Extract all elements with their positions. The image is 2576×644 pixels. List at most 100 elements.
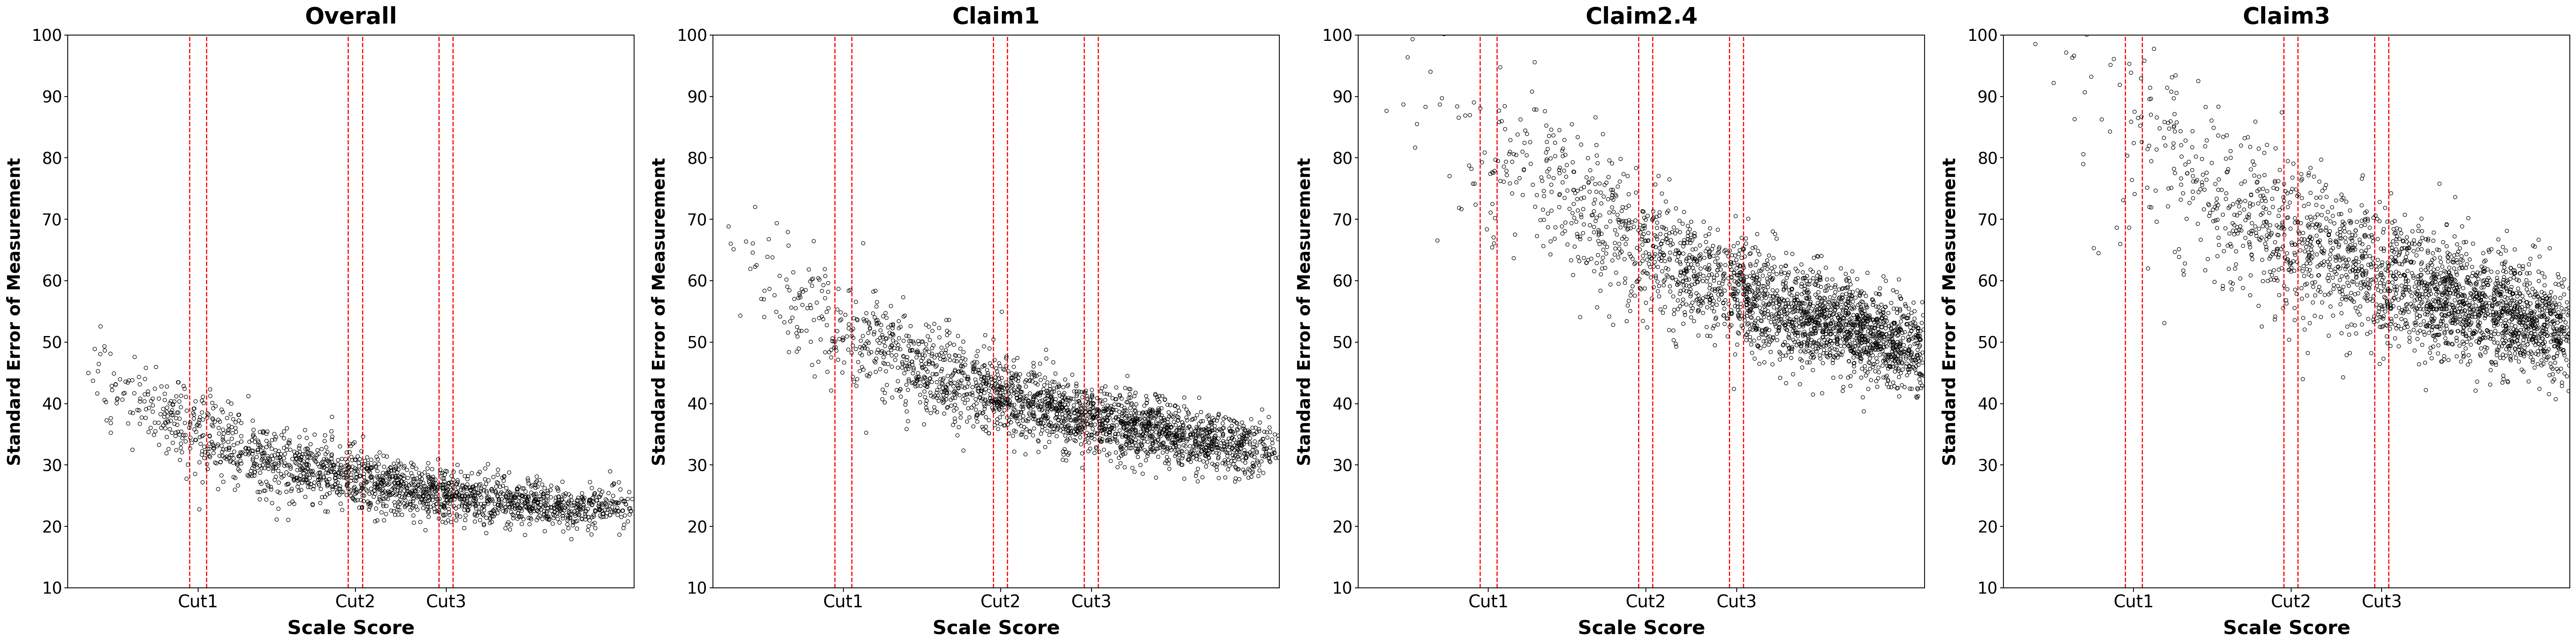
Point <box>1100 393 1141 404</box>
Point <box>1832 343 1873 354</box>
Point <box>1605 273 1646 283</box>
Point <box>518 497 559 507</box>
Point <box>1064 437 1105 447</box>
Point <box>1177 448 1218 458</box>
Point <box>1077 411 1118 421</box>
Point <box>1690 251 1731 261</box>
Point <box>1757 294 1798 305</box>
Point <box>1589 279 1631 290</box>
Point <box>2354 261 2396 271</box>
Point <box>121 412 162 422</box>
Point <box>2244 217 2285 227</box>
Point <box>2468 247 2509 257</box>
Point <box>2293 248 2334 258</box>
Point <box>1033 424 1074 434</box>
Point <box>2267 298 2308 308</box>
Point <box>1489 149 1530 159</box>
Point <box>2349 223 2391 233</box>
Point <box>358 494 399 504</box>
Point <box>2231 229 2272 239</box>
Point <box>896 352 938 363</box>
Point <box>317 477 358 488</box>
Point <box>1030 421 1072 431</box>
Point <box>1123 424 1164 435</box>
Point <box>585 505 626 515</box>
Point <box>2437 326 2478 336</box>
Point <box>1540 222 1582 232</box>
Point <box>2427 287 2468 298</box>
Point <box>987 386 1028 397</box>
Point <box>209 428 250 438</box>
Point <box>456 488 497 498</box>
Point <box>2506 298 2548 308</box>
Point <box>1741 294 1783 304</box>
Point <box>425 509 466 520</box>
Point <box>814 343 855 353</box>
Point <box>2231 290 2272 301</box>
Point <box>252 462 294 472</box>
Point <box>2465 298 2506 308</box>
Point <box>250 484 291 495</box>
Point <box>2416 322 2458 332</box>
Point <box>440 485 482 495</box>
Point <box>940 408 981 419</box>
Point <box>1234 460 1275 471</box>
Point <box>1767 319 1808 329</box>
Point <box>2437 279 2478 290</box>
Point <box>1535 151 1577 162</box>
Point <box>507 503 549 513</box>
Point <box>1716 263 1757 274</box>
Point <box>425 503 466 513</box>
Point <box>974 404 1015 415</box>
Point <box>1105 405 1146 415</box>
Point <box>2442 316 2483 327</box>
Point <box>178 415 219 425</box>
Point <box>979 404 1020 415</box>
Point <box>2450 254 2491 265</box>
Point <box>1247 451 1288 461</box>
Point <box>1108 424 1149 435</box>
Point <box>1643 280 1685 290</box>
Point <box>289 477 330 488</box>
Point <box>2537 326 2576 336</box>
Point <box>1868 376 1909 386</box>
Point <box>1674 316 1716 327</box>
Point <box>2192 205 2233 215</box>
Point <box>1108 415 1149 425</box>
Point <box>1100 444 1141 455</box>
Point <box>896 372 938 383</box>
Point <box>438 475 479 486</box>
Point <box>368 488 410 498</box>
Point <box>2419 324 2460 334</box>
Point <box>1847 384 1888 394</box>
Point <box>440 494 482 504</box>
Point <box>1216 462 1257 472</box>
Point <box>1698 265 1739 275</box>
Point <box>1734 289 1775 299</box>
Point <box>330 473 371 483</box>
Point <box>397 464 438 474</box>
Point <box>927 340 969 350</box>
Point <box>2128 202 2169 212</box>
Point <box>1736 272 1777 283</box>
Point <box>2535 302 2576 312</box>
Point <box>1141 417 1182 427</box>
Point <box>2136 144 2177 155</box>
Point <box>1801 307 1842 317</box>
Point <box>1801 327 1842 337</box>
Point <box>1473 232 1515 243</box>
Point <box>2429 281 2470 292</box>
Point <box>1762 294 1803 304</box>
Point <box>2463 290 2504 301</box>
Point <box>1059 404 1100 415</box>
Point <box>1154 430 1195 440</box>
Point <box>1105 431 1146 442</box>
Point <box>222 448 263 458</box>
Point <box>355 516 397 526</box>
Point <box>1723 283 1765 293</box>
Point <box>219 451 260 461</box>
Point <box>1015 395 1056 406</box>
Point <box>510 506 551 516</box>
Point <box>1504 164 1546 175</box>
Point <box>1257 430 1298 440</box>
